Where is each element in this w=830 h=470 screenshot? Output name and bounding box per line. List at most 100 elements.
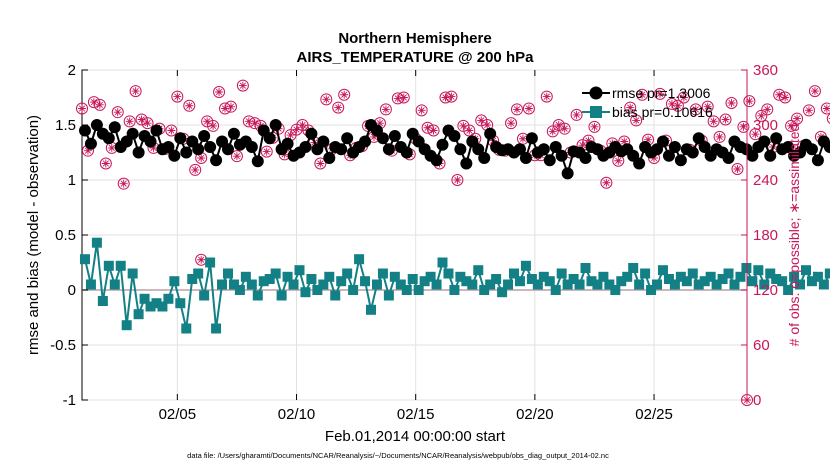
obs-possible-point	[737, 120, 750, 133]
obs-assimilated-point	[781, 93, 790, 102]
bias-point	[383, 290, 394, 301]
obs-assimilated-point	[721, 115, 730, 124]
chart-title: Northern Hemisphere	[338, 30, 491, 47]
obs-possible-point	[171, 90, 184, 103]
obs-possible-point	[785, 119, 798, 132]
rmse-point	[251, 155, 264, 168]
obs-possible-point	[475, 114, 488, 127]
rmse-point	[484, 127, 497, 140]
obs-assimilated-point	[715, 132, 724, 141]
obs-assimilated-point	[453, 176, 462, 184]
obs-assimilated-point	[78, 104, 86, 113]
rmse-point	[281, 137, 294, 150]
rmse-point	[84, 137, 97, 150]
obs-assimilated-point	[447, 92, 456, 101]
rmse-point	[388, 130, 401, 142]
obs-assimilated-point	[131, 87, 140, 96]
rmse-point	[478, 152, 491, 164]
obs-assimilated-point	[763, 105, 772, 114]
bias-point	[389, 271, 400, 282]
obs-assimilated-point	[810, 87, 819, 96]
rmse-point	[359, 135, 372, 148]
y-tick-label: 2	[68, 62, 76, 79]
bias-point	[556, 268, 567, 279]
x-tick-label: 02/05	[159, 406, 197, 423]
rmse-point	[198, 130, 211, 142]
rmse-point	[662, 149, 675, 162]
obs-assimilated-point	[673, 101, 682, 110]
obs-possible-point	[689, 103, 702, 116]
rmse-point	[758, 135, 771, 148]
obs-assimilated-point	[429, 126, 438, 135]
obs-possible-point	[427, 124, 440, 137]
rmse-point	[132, 146, 145, 159]
obs-possible-point	[93, 98, 106, 111]
bias-point	[497, 287, 508, 298]
rmse-point	[674, 154, 687, 167]
obs-possible-point	[451, 174, 464, 186]
bias-point	[199, 290, 210, 301]
obs-possible-point	[665, 97, 678, 110]
bias-point	[604, 279, 615, 290]
bias-point	[228, 279, 239, 290]
rmse-point	[579, 152, 592, 164]
obs-possible-point	[129, 85, 142, 98]
rmse-point	[126, 127, 139, 140]
footer-data-file: data file: /Users/gharamti/Documents/NCA…	[187, 451, 609, 460]
bias-point	[306, 274, 317, 284]
obs-assimilated-point	[226, 102, 235, 111]
rmse-point	[549, 141, 562, 153]
bias-point	[514, 276, 525, 287]
obs-assimilated-point	[197, 154, 206, 162]
bias-point	[640, 268, 651, 279]
bias-point	[258, 276, 269, 287]
rmse-point	[210, 154, 223, 167]
bias-point	[318, 279, 329, 290]
obs-possible-point	[314, 157, 327, 170]
obs-assimilated-point	[316, 159, 325, 168]
obs-assimilated-point	[572, 110, 581, 119]
obs-points	[76, 79, 830, 406]
obs-assimilated-point	[250, 119, 259, 128]
bias-point	[562, 279, 573, 290]
obs-assimilated-point	[554, 121, 563, 129]
bias-point	[371, 279, 382, 290]
obs-assimilated-point	[602, 178, 611, 187]
obs-assimilated-point	[125, 117, 134, 126]
obs-assimilated-point	[727, 99, 736, 107]
legend-rmse-marker	[589, 86, 603, 100]
bias-point	[753, 265, 764, 276]
bias-point	[431, 279, 442, 290]
obs-possible-point	[230, 150, 243, 163]
bias-point	[598, 271, 609, 282]
obs-possible-point	[421, 121, 434, 134]
obs-assimilated-point	[232, 152, 241, 161]
bias-point	[300, 287, 311, 298]
rmse-point	[436, 138, 449, 151]
bias-point	[711, 279, 722, 290]
obs-possible-point	[457, 119, 470, 132]
bias-point	[407, 274, 418, 284]
obs-possible-point	[123, 115, 136, 128]
rmse-point	[102, 132, 115, 145]
rmse-point	[221, 143, 234, 156]
bias-point	[163, 293, 174, 304]
obs-assimilated-point	[507, 119, 516, 128]
bias-point	[324, 271, 335, 282]
bias-point	[592, 279, 603, 290]
y2-tick-label: 120	[753, 282, 778, 299]
obs-assimilated-point	[375, 119, 384, 128]
obs-assimilated-point	[334, 103, 343, 112]
bias-point	[503, 279, 514, 290]
obs-assimilated-point	[751, 130, 760, 139]
bias-point	[193, 268, 204, 279]
obs-possible-point	[76, 102, 88, 115]
y2-tick-label: 360	[753, 62, 778, 79]
obs-assimilated-point	[560, 124, 569, 133]
obs-possible-point	[707, 115, 720, 128]
obs-possible-point	[201, 115, 214, 128]
obs-assimilated-point	[459, 121, 468, 130]
obs-assimilated-point	[638, 90, 647, 99]
bias-point	[586, 276, 597, 287]
rmse-point	[150, 124, 163, 137]
